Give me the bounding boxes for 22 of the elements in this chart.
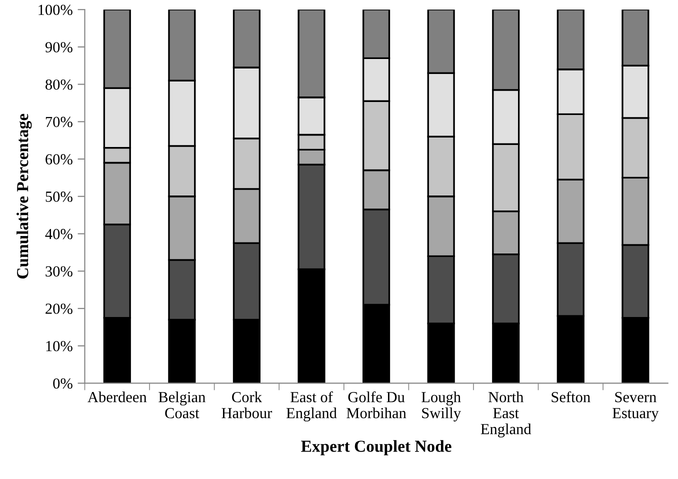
- y-tick-label: 40%: [45, 228, 72, 240]
- x-tick-label: Belgian Coast: [158, 392, 206, 418]
- y-tick-label: 0%: [53, 378, 72, 389]
- y-tick-label: 30%: [46, 266, 72, 277]
- y-tick-label: 20%: [46, 304, 72, 314]
- y-tick-label: 60%: [46, 154, 72, 165]
- x-tick-label: North East England: [480, 392, 532, 438]
- x-tick-label: Aberdeen: [88, 392, 147, 402]
- x-tick-label: Cork Harbour: [222, 392, 272, 418]
- y-tick-label: 90%: [45, 42, 72, 52]
- y-axis-title: Cumulative Percentage: [16, 114, 32, 279]
- x-axis-title: Expert Couplet Node: [301, 440, 452, 456]
- y-tick-label: 70%: [46, 116, 72, 128]
- y-tick-label: 100%: [38, 4, 72, 16]
- x-tick-label: Sefton: [552, 391, 590, 402]
- x-tick-label: Severn Estuary: [612, 392, 659, 422]
- y-tick-label: 50%: [46, 192, 72, 202]
- x-tick-label: Lough Swilly: [422, 392, 461, 422]
- y-tick-label: 80%: [46, 79, 72, 90]
- x-tick-label: Golfe Du Morbihan: [346, 391, 406, 418]
- x-tick-label: East of England: [286, 391, 337, 422]
- y-tick-label: 10%: [46, 340, 72, 352]
